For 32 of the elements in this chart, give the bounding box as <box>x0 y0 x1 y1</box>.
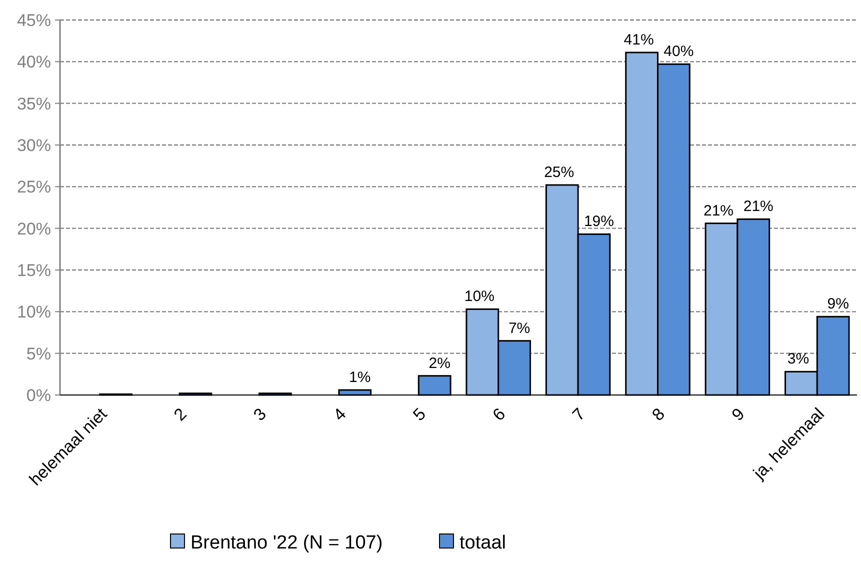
data-label: 7% <box>508 320 530 337</box>
data-label: 9% <box>827 296 849 313</box>
y-tick-label: 45% <box>16 10 51 30</box>
x-tick-label: 2 <box>170 404 190 425</box>
data-label: 1% <box>349 369 371 386</box>
y-tick-label: 40% <box>16 52 51 72</box>
x-tick-label: 6 <box>489 404 510 425</box>
data-label: 3% <box>787 350 810 368</box>
data-label: 21% <box>703 202 734 220</box>
y-tick-label: 15% <box>16 260 51 280</box>
y-tick-label: 25% <box>16 178 51 197</box>
data-label: 41% <box>624 32 654 48</box>
y-tick-label: 35% <box>16 94 51 114</box>
data-label: 10% <box>464 288 494 306</box>
y-tick-label: 10% <box>16 302 51 322</box>
y-tick-label: 5% <box>26 344 51 364</box>
legend-label: totaal <box>460 532 506 554</box>
x-tick-label: 7 <box>568 404 589 425</box>
x-tick-label: 3 <box>250 404 270 425</box>
data-label: 21% <box>743 198 774 216</box>
x-tick-label: 9 <box>728 404 748 425</box>
data-label: 19% <box>584 213 614 230</box>
legend-label: Brentano '22 (N = 107) <box>190 532 383 554</box>
data-label: 2% <box>428 354 450 372</box>
y-tick-label: 0% <box>26 386 51 405</box>
x-tick-label: 4 <box>330 404 350 425</box>
x-tick-label: 5 <box>409 404 430 425</box>
x-tick-label: 8 <box>648 404 669 425</box>
data-label: 25% <box>544 164 574 181</box>
y-tick-label: 30% <box>16 136 51 155</box>
y-tick-label: 20% <box>16 219 51 238</box>
data-label: 40% <box>664 43 694 60</box>
